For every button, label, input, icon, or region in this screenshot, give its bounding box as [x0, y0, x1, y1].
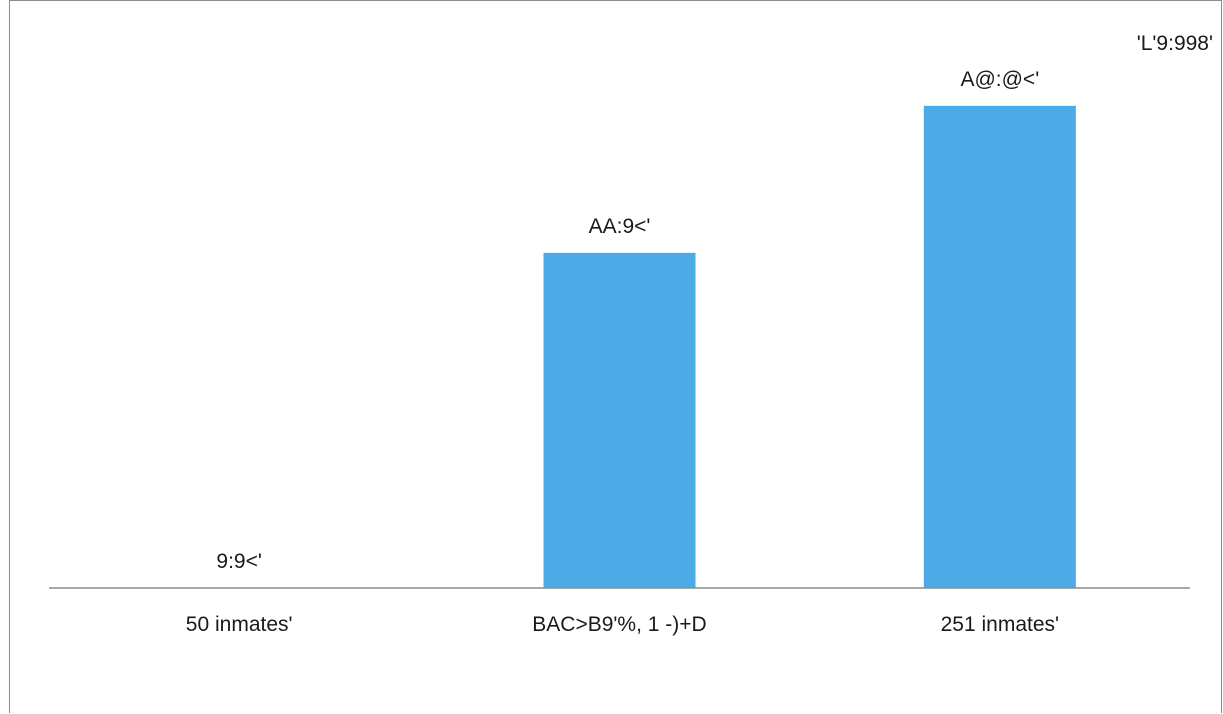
data-label-1: 9:9<' [216, 550, 261, 573]
data-label-3: A@:@<' [960, 68, 1039, 91]
x-tick-label-1: 50 inmates' [186, 613, 293, 636]
data-label-2: AA:9<' [589, 215, 651, 238]
bar-3 [923, 105, 1076, 588]
bar-2 [543, 252, 696, 588]
data-labels-layer: 9:9<' AA:9<' A@:@<' [216, 68, 1039, 573]
x-tick-label-3: 251 inmates' [941, 613, 1059, 636]
bars-layer [543, 105, 1076, 588]
x-tick-labels-layer: 50 inmates' BAC>B9'%, 1 -)+D 251 inmates' [186, 613, 1059, 636]
x-tick-label-2: BAC>B9'%, 1 -)+D [532, 613, 706, 636]
corner-label: 'L'9:998' [1137, 32, 1213, 55]
